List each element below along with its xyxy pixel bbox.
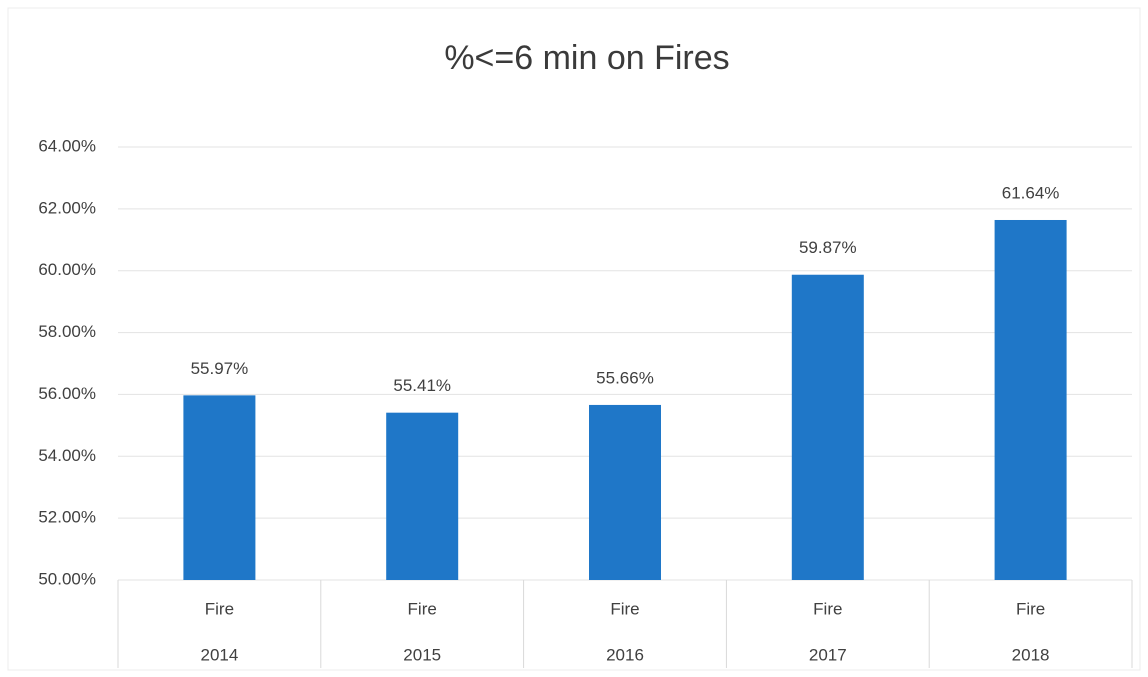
y-tick-label: 52.00% <box>38 508 96 527</box>
bar <box>994 219 1067 580</box>
y-tick-label: 58.00% <box>38 322 96 341</box>
y-tick-label: 50.00% <box>38 569 96 588</box>
x-tick-label: Fire <box>610 599 639 618</box>
x-tick-label: Fire <box>205 599 234 618</box>
chart-frame <box>7 7 1141 671</box>
x-tick-label: Fire <box>813 599 842 618</box>
y-tick-label: 62.00% <box>38 198 96 217</box>
y-tick-label: 64.00% <box>38 136 96 155</box>
data-label: 61.64% <box>1002 183 1060 202</box>
x-group-label: 2015 <box>403 645 441 664</box>
x-tick-label: Fire <box>408 599 437 618</box>
bar <box>183 395 256 580</box>
x-tick-label: Fire <box>1016 599 1045 618</box>
bar <box>386 412 459 580</box>
data-label: 55.66% <box>596 368 654 387</box>
bar <box>589 404 661 580</box>
x-group-label: 2018 <box>1012 645 1050 664</box>
x-group-label: 2017 <box>809 645 847 664</box>
x-group-label: 2014 <box>200 645 238 664</box>
y-tick-label: 54.00% <box>38 446 96 465</box>
x-group-label: 2016 <box>606 645 644 664</box>
data-label: 55.41% <box>393 376 451 395</box>
bar <box>791 274 864 580</box>
y-tick-label: 56.00% <box>38 384 96 403</box>
data-label: 55.97% <box>191 359 249 378</box>
data-label: 59.87% <box>799 238 857 257</box>
y-tick-label: 60.00% <box>38 260 96 279</box>
chart-title: %<=6 min on Fires <box>444 39 729 77</box>
